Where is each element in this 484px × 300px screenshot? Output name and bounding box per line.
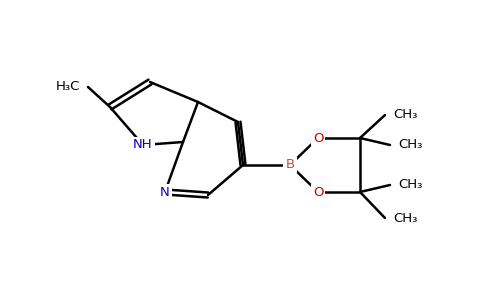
Text: B: B (286, 158, 295, 172)
Text: O: O (313, 131, 323, 145)
Text: N: N (160, 185, 170, 199)
Text: NH: NH (133, 139, 153, 152)
Text: CH₃: CH₃ (398, 139, 423, 152)
Text: O: O (313, 185, 323, 199)
Text: CH₃: CH₃ (398, 178, 423, 191)
Text: CH₃: CH₃ (393, 212, 417, 224)
Text: CH₃: CH₃ (393, 109, 417, 122)
Text: H₃C: H₃C (56, 80, 80, 94)
